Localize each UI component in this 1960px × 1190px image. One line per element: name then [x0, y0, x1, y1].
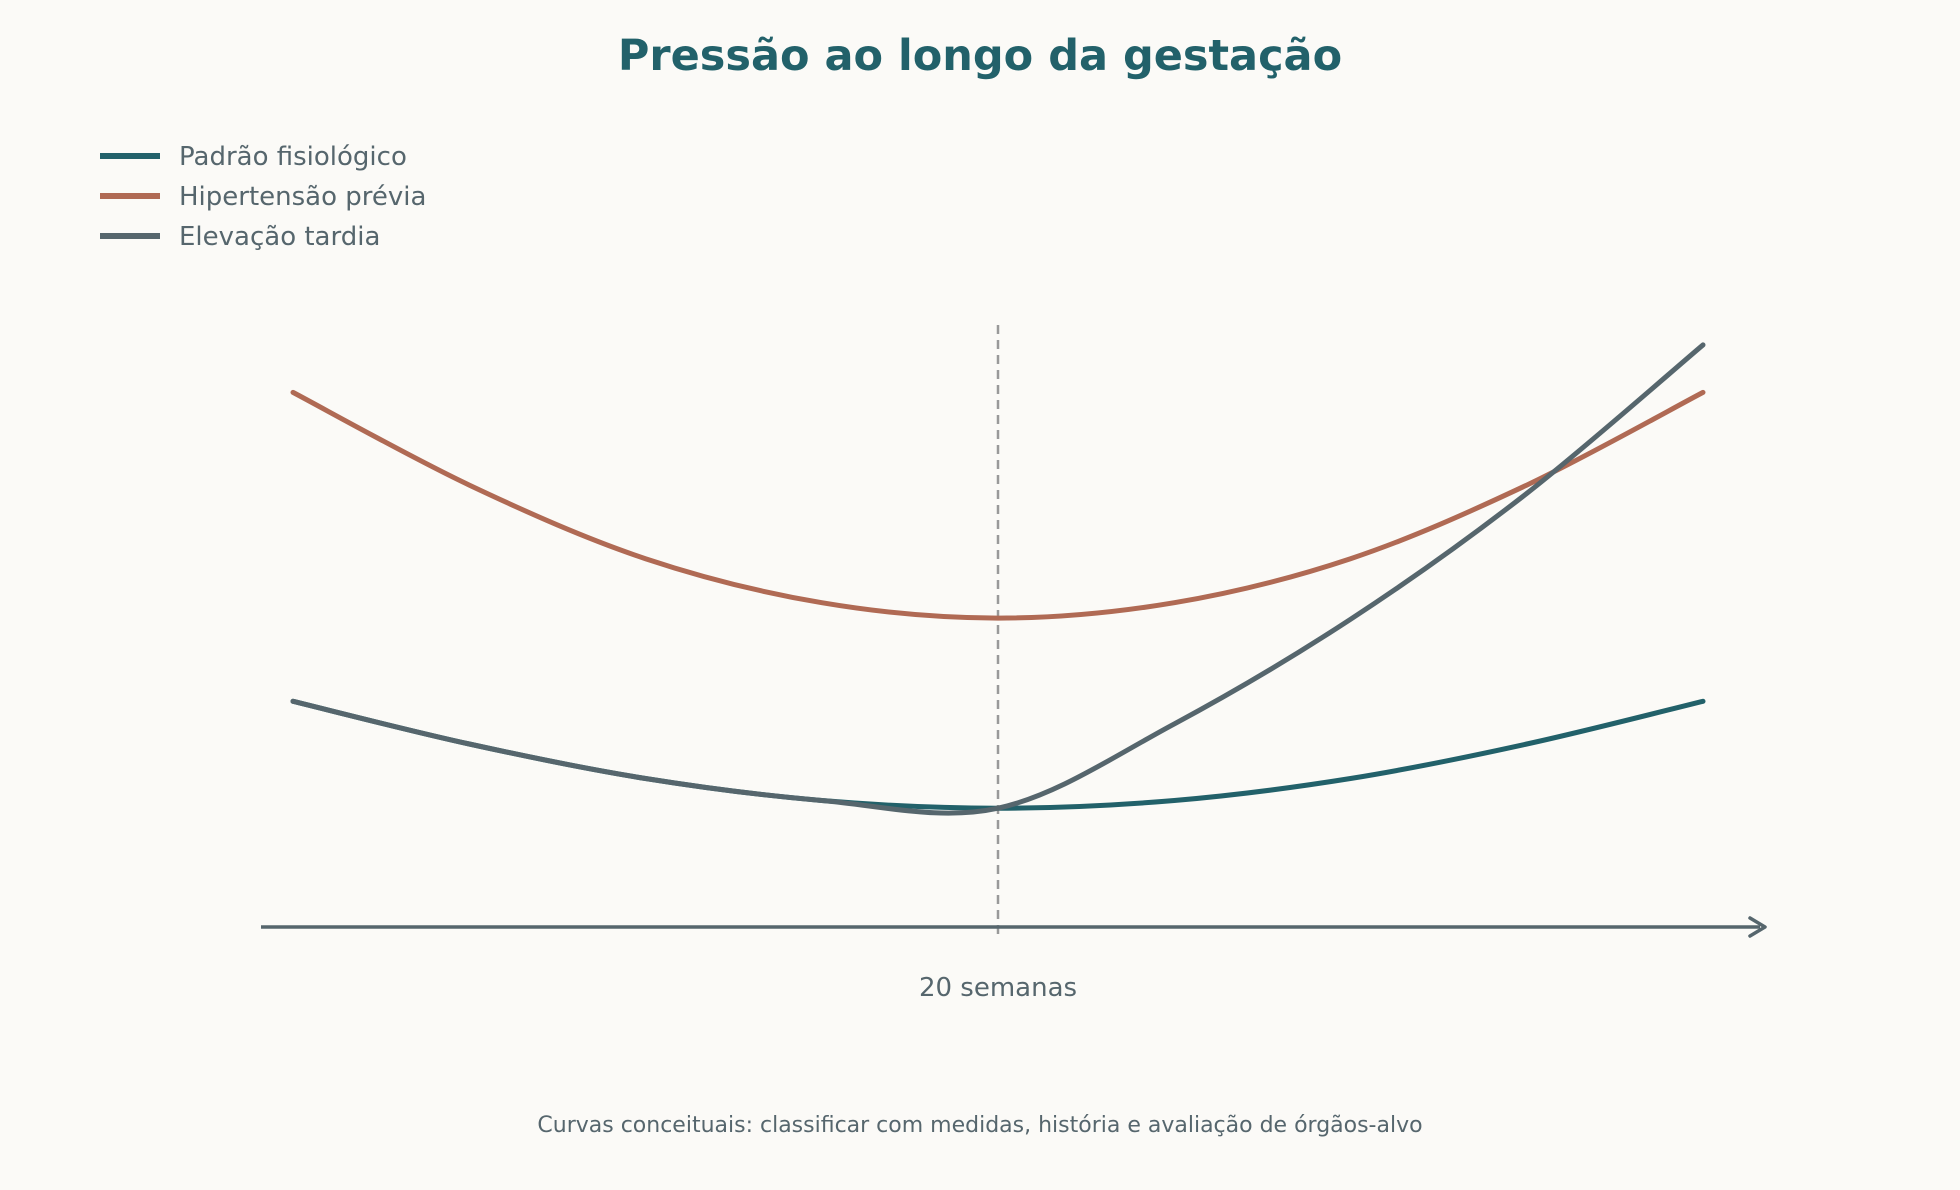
legend: Padrão fisiológico Hipertensão prévia Elev… [100, 142, 426, 252]
series-line-hipertensao-previa [290, 389, 1706, 621]
x-tick-label: 20 semanas [919, 973, 1077, 1003]
chart-title: Pressão ao longo da gestação [618, 31, 1342, 81]
x-axis-arrowhead [1748, 916, 1767, 938]
legend-label-padrao-fisiologico: Padrão fisiológico [179, 142, 407, 172]
legend-label-hipertensao-previa: Hipertensão prévia [179, 182, 426, 212]
series-line-elevacao-tardia [290, 342, 1706, 816]
legend-label-elevacao-tardia: Elevação tardia [179, 222, 380, 252]
series-layer [290, 342, 1706, 816]
footnote: Curvas conceituais: classificar com medi… [537, 1113, 1422, 1138]
